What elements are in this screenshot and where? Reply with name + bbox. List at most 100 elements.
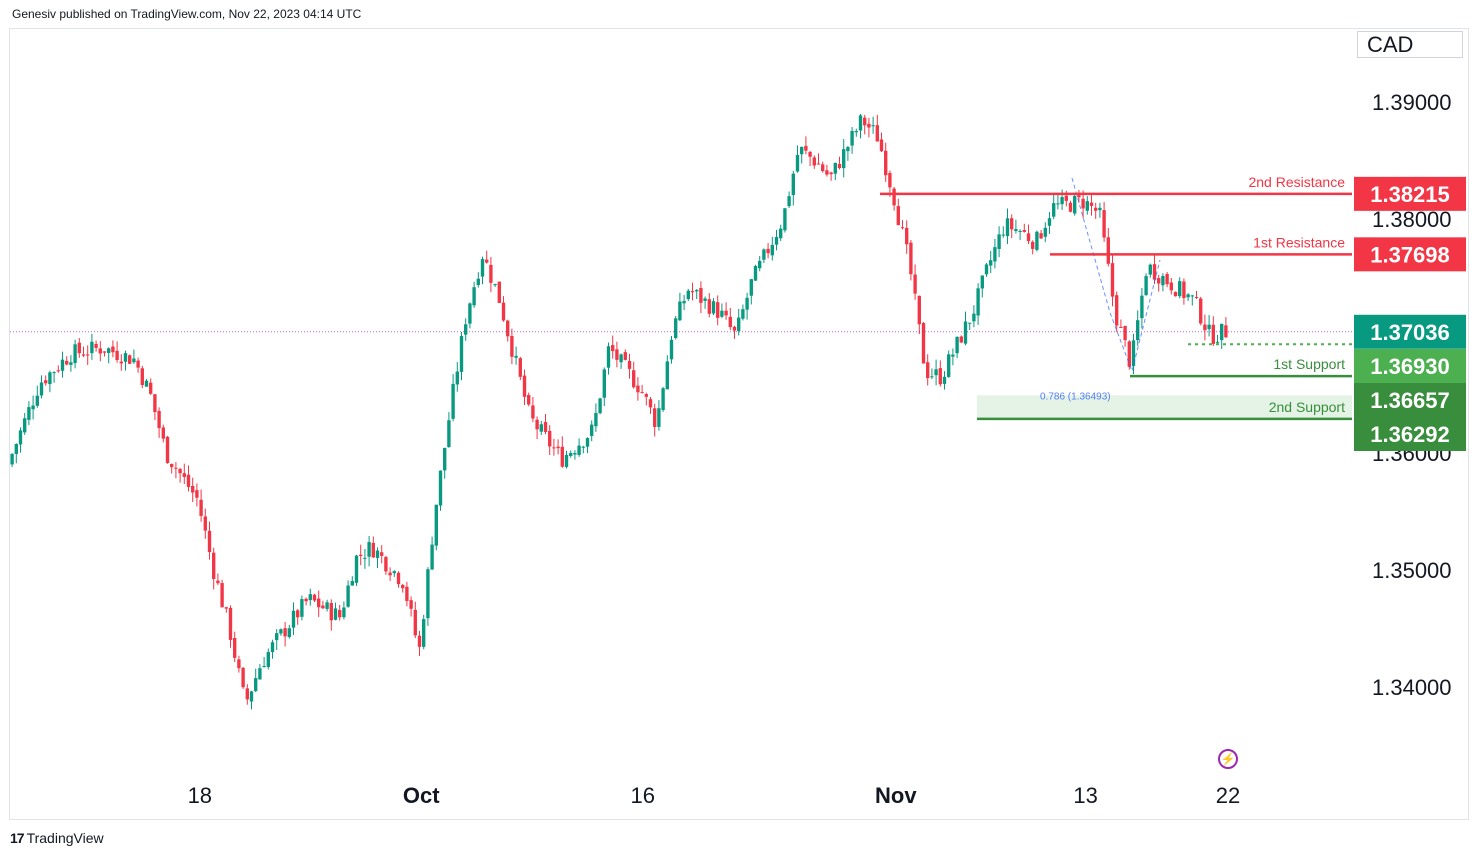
candle-body <box>888 173 892 188</box>
candle-body <box>1194 297 1199 299</box>
candle-body <box>682 301 686 304</box>
candle-body <box>212 552 216 579</box>
candle-body <box>350 580 354 586</box>
price-box <box>1354 417 1466 451</box>
candle-body <box>984 264 989 275</box>
candle-body <box>619 354 623 363</box>
swing-projection <box>1071 177 1161 373</box>
candle-body <box>153 394 157 413</box>
candle-body <box>926 362 930 379</box>
x-tick-label: 22 <box>1216 783 1240 808</box>
candle-body <box>111 346 115 353</box>
candle-body <box>258 668 262 680</box>
candle-body <box>195 490 199 498</box>
candle-body <box>1094 207 1098 211</box>
candle-body <box>317 598 321 608</box>
axis-layer: 1.340001.350001.360001.380001.390001.382… <box>188 90 1466 808</box>
candle-body <box>669 339 674 360</box>
candle-body <box>938 368 942 385</box>
candle-body <box>829 172 833 175</box>
level-label: 1st Resistance <box>1253 234 1345 250</box>
candle-body <box>359 554 363 557</box>
candle-body <box>1010 218 1014 230</box>
candle-body <box>1060 197 1064 205</box>
candle-body <box>661 388 665 410</box>
candle-body <box>346 585 350 607</box>
candle-body <box>573 453 577 455</box>
candle-body <box>913 274 917 294</box>
candle-body <box>686 290 690 300</box>
candle-body <box>422 619 426 647</box>
candle-body <box>808 151 812 157</box>
candle-body <box>140 368 144 385</box>
candle-body <box>921 323 926 364</box>
candle-body <box>224 607 228 609</box>
candle-body <box>854 131 858 133</box>
candle-body <box>1014 229 1018 232</box>
candle-body <box>283 628 287 637</box>
candle-body <box>707 299 711 314</box>
candle-body <box>270 642 275 653</box>
lightning-icon[interactable]: ⚡ <box>1218 749 1238 769</box>
y-tick-label: 1.34000 <box>1372 675 1452 700</box>
candle-body <box>1148 264 1152 275</box>
candle-body <box>426 569 430 619</box>
candle-body <box>653 408 657 427</box>
candle-body <box>228 607 233 640</box>
tradingview-logo[interactable]: 17 TradingView <box>10 830 104 846</box>
candle-body <box>863 117 867 126</box>
candle-body <box>930 376 934 378</box>
candle-body <box>333 608 338 620</box>
candle-body <box>858 115 863 131</box>
candle-body <box>518 358 522 377</box>
candle-body <box>1119 327 1123 329</box>
candle-body <box>396 572 401 585</box>
candle-body <box>867 123 871 128</box>
price-box-label: 1.36930 <box>1370 354 1450 379</box>
candle-body <box>1161 275 1165 286</box>
candle-body <box>245 688 249 700</box>
candle-body <box>1203 324 1207 331</box>
candle-body <box>363 557 367 559</box>
candle-body <box>1136 320 1140 341</box>
candle-body <box>203 516 207 531</box>
candle-body <box>1207 324 1211 330</box>
candle-body <box>233 638 237 658</box>
candle-body <box>86 354 90 356</box>
candle-body <box>472 287 476 306</box>
candle-body <box>300 599 304 617</box>
candle-body <box>522 375 527 397</box>
candle-body <box>459 336 464 372</box>
candle-body <box>884 150 888 176</box>
candle-body <box>989 260 993 266</box>
candle-body <box>354 555 359 583</box>
price-box <box>1354 349 1466 383</box>
candle-body <box>1173 291 1178 297</box>
candle-body <box>871 125 875 127</box>
candle-body <box>1056 203 1060 205</box>
candle-body <box>447 420 451 447</box>
candle-body <box>543 421 548 432</box>
overlays-layer: 0.786 (1.36493) 2nd Resistance 1st Resista… <box>10 174 1352 421</box>
currency-selector[interactable]: CAD <box>1357 31 1463 58</box>
candle-body <box>371 542 375 558</box>
candle-body <box>833 162 837 174</box>
candle-body <box>535 419 539 430</box>
tradingview-logo-mark: 17 <box>10 830 25 846</box>
candle-body <box>430 544 434 570</box>
price-box-label: 1.38215 <box>1370 182 1450 207</box>
candle-body <box>552 447 556 449</box>
price-box <box>1354 383 1466 417</box>
candle-body <box>18 430 23 445</box>
candles-layer <box>10 113 1228 710</box>
candle-body <box>132 358 136 363</box>
candle-body <box>27 407 31 420</box>
candle-body <box>825 170 829 175</box>
candle-body <box>732 326 737 331</box>
candle-body <box>81 354 86 356</box>
candle-body <box>787 196 791 207</box>
candle-body <box>23 418 27 433</box>
candle-body <box>972 313 976 322</box>
candle-body <box>1211 324 1215 344</box>
